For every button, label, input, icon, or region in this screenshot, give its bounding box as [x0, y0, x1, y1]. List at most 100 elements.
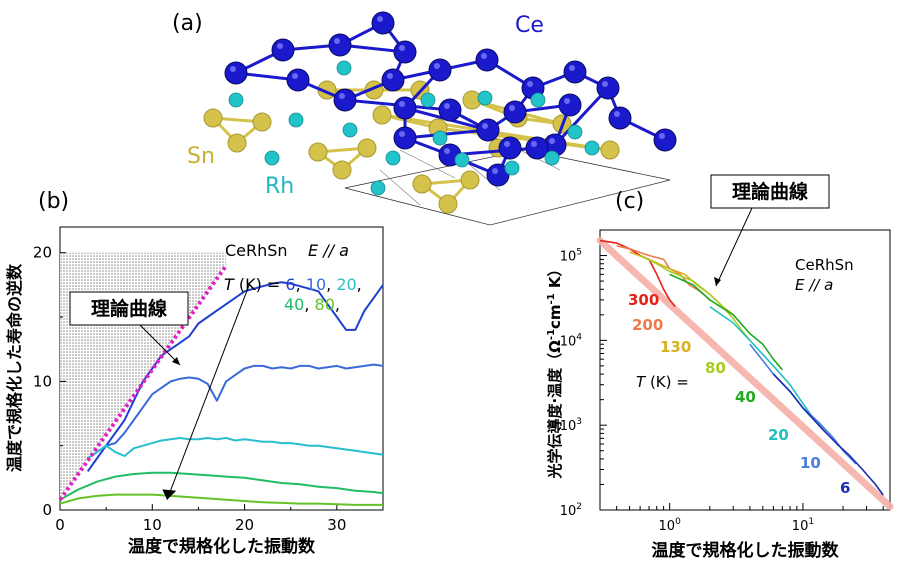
ce-atom-highlight — [377, 16, 383, 22]
label-sn: Sn — [187, 144, 215, 169]
theory-arrow-c — [715, 207, 753, 287]
ce-atom — [596, 76, 620, 100]
x-axis-label-b: 温度で規格化した振動数 — [128, 536, 316, 557]
x-axis-label-c: 温度で規格化した振動数 — [652, 540, 840, 561]
series-b-40 — [59, 471, 384, 501]
y-tick-label: 0 — [42, 501, 52, 519]
ce-atom — [438, 98, 462, 122]
legend-part: , — [304, 295, 314, 314]
ce-atom-highlight — [531, 141, 537, 147]
legend-part: 10 — [306, 275, 326, 294]
series-label-c-300: 300 — [628, 291, 659, 309]
ce-atom — [525, 136, 549, 160]
rh-atom — [370, 180, 386, 196]
ce-atom — [608, 106, 632, 130]
sn-atom — [412, 174, 432, 194]
sn-atom — [203, 108, 223, 128]
ce-atom — [371, 11, 395, 35]
rh-atom — [385, 150, 401, 166]
x-tick-label: 30 — [327, 516, 346, 534]
sn-atom — [460, 170, 480, 190]
sn-atom — [252, 112, 272, 132]
lattice-line — [399, 149, 456, 179]
ce-atom-highlight — [549, 138, 555, 144]
series-b-10 — [87, 363, 384, 460]
ce-atom-highlight — [230, 66, 236, 72]
ce-atom-highlight — [444, 148, 450, 154]
ce-atom-highlight — [602, 81, 608, 87]
ce-atom — [393, 126, 417, 150]
ce-atom-highlight — [434, 63, 440, 69]
theory-arrow-b — [139, 324, 181, 366]
ce-bond — [404, 128, 489, 140]
sn-atom — [600, 140, 620, 160]
x-tick-label-c: 101 — [792, 517, 814, 534]
y-tick-label-c: 105 — [560, 248, 582, 265]
ce-atom — [498, 136, 522, 160]
chart-c: 102 103 104 105 100 101 300 200 130 80 40 20 10 6 T (K… — [546, 174, 894, 561]
material-label-c: CeRhSn — [795, 256, 854, 274]
temperature-legend-b: T (K) = 6, 10, 20, — [224, 275, 362, 294]
theory-line-c — [596, 237, 894, 510]
ce-atom-highlight — [277, 43, 283, 49]
series-label-c-40: 40 — [735, 388, 756, 406]
x-tick-label: 0 — [55, 516, 65, 534]
sn-bond — [211, 116, 266, 146]
label-rh: Rh — [265, 174, 294, 199]
series-label-c-20: 20 — [768, 426, 789, 444]
ce-atom-highlight — [504, 141, 510, 147]
ce-atom-highlight — [482, 123, 488, 129]
y-tick-label-c: 103 — [560, 417, 582, 434]
series-b-80 — [59, 493, 383, 506]
series-label-c-10: 10 — [800, 454, 821, 472]
sn-atom — [227, 133, 247, 153]
ce-atom-highlight — [659, 133, 665, 139]
ce-atom-highlight — [399, 131, 405, 137]
series-c-40 — [669, 273, 783, 371]
x-tick-label: 20 — [235, 516, 254, 534]
polarization-label-b: E // a — [308, 241, 349, 260]
label-ce: Ce — [515, 13, 544, 38]
y-axis-label-c: 光学伝導度·温度（Ω-1cm-1 K） — [546, 261, 564, 479]
rh-atom — [544, 150, 560, 166]
theory-arrow-head-b — [172, 357, 180, 365]
ce-atom-highlight — [481, 53, 487, 59]
legend-part: 80 — [315, 295, 335, 314]
ce-atom-highlight — [444, 103, 450, 109]
series-b-20 — [87, 437, 384, 460]
temperature-prefix-c: T (K) = — [636, 373, 689, 391]
theory-arrow-head-c — [714, 277, 721, 286]
rh-atom — [288, 112, 304, 128]
lattice-line — [379, 169, 421, 206]
theory-label-box-b — [69, 291, 189, 326]
temperature-legend-b-2: 40, 80, — [284, 295, 340, 314]
sn-atom — [332, 160, 352, 180]
legend-pointer-line — [166, 284, 250, 500]
rh-atom — [336, 60, 352, 76]
rh-atom — [584, 140, 600, 156]
theory-label-box-c — [710, 174, 830, 209]
legend-part: , — [357, 275, 362, 294]
panel-label-a: (a) — [172, 11, 203, 36]
crystal-structure — [203, 11, 677, 226]
sn-bond — [421, 178, 474, 207]
legend-part: 6 — [285, 275, 295, 294]
ce-atom — [328, 33, 352, 57]
ce-atom — [653, 128, 677, 152]
rh-atom — [530, 92, 546, 108]
series-label-c-200: 200 — [632, 316, 663, 334]
x-tick-label-c: 100 — [659, 517, 682, 534]
y-tick-label: 20 — [33, 244, 52, 262]
ce-atom — [224, 61, 248, 85]
ce-atom-highlight — [569, 65, 575, 71]
series-c-80 — [639, 254, 751, 341]
ce-atom — [428, 58, 452, 82]
ce-atom-highlight — [492, 168, 498, 174]
legend-part: , — [335, 295, 340, 314]
ce-atom — [271, 38, 295, 62]
legend-part: 40 — [284, 295, 304, 314]
ce-atom-highlight — [614, 111, 620, 117]
ce-atom — [475, 48, 499, 72]
ce-atom-highlight — [509, 105, 515, 111]
